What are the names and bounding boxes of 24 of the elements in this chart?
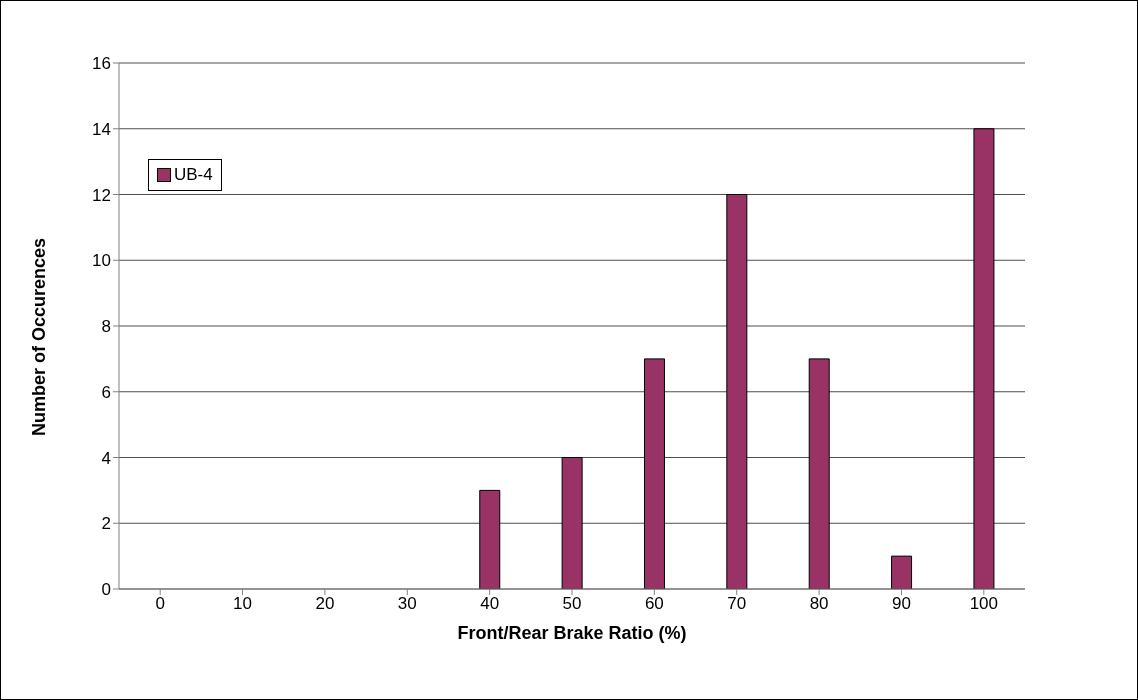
y-axis-title: Number of Occurences	[29, 237, 50, 436]
legend-label: UB-4	[174, 165, 213, 185]
y-tick-label: 8	[101, 317, 111, 337]
x-axis-title: Front/Rear Brake Ratio (%)	[457, 623, 687, 643]
bar	[891, 555, 913, 589]
y-tick-label: 6	[101, 382, 111, 402]
x-tick-label: 100	[969, 594, 999, 614]
y-tick-label: 14	[92, 119, 111, 139]
y-tick-label: 10	[92, 251, 111, 271]
y-tick-label: 16	[92, 54, 111, 74]
y-tick-label: 2	[101, 514, 111, 534]
y-tick-label: 0	[101, 580, 111, 600]
x-tick-label: 0	[155, 594, 165, 614]
x-tick-label: 20	[315, 594, 335, 614]
x-tick-label: 70	[727, 594, 747, 614]
y-tick-label: 12	[92, 185, 111, 205]
x-tick-label: 30	[397, 594, 417, 614]
x-tick-label: 60	[644, 594, 664, 614]
x-tick-label: 10	[233, 594, 253, 614]
x-tick-label: 50	[562, 594, 582, 614]
x-tick-label: 40	[480, 594, 500, 614]
y-tick-label: 4	[101, 448, 111, 468]
x-tick-label: 80	[809, 594, 829, 614]
x-tick-label: 90	[891, 594, 911, 614]
